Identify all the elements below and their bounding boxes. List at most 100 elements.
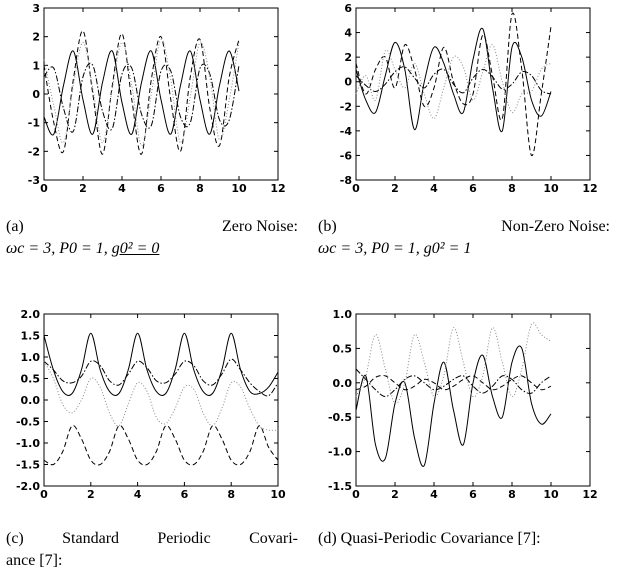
- plot-frame: [43, 313, 279, 487]
- y-tick-label: 0: [344, 76, 352, 89]
- x-tick-label: 4: [430, 488, 438, 501]
- chart-panel-c: 0 2 4 6 8 10 2.0 1.5 1.0 0.5 0.0 -0.5 -1.0 -1.5 -2.0: [0, 306, 300, 506]
- caption-d-line1: (d) Quasi-Periodic Covariance [7]:: [318, 530, 541, 547]
- series-line-dotted: [43, 38, 240, 147]
- caption-b-label: (b): [318, 218, 337, 235]
- chart-panel-b: 0 2 4 6 8 10 12 6 4 2 0 -2 -4 -6 -8: [312, 0, 612, 200]
- y-tick-label: -2: [340, 100, 352, 113]
- y-tick-label: 4: [344, 27, 352, 40]
- caption-c-word: Periodic: [157, 530, 211, 547]
- series-line-solid: [355, 27, 552, 133]
- caption-c-line2: ance [7]:: [6, 552, 63, 569]
- series-line-solid: [43, 332, 279, 396]
- y-tick-label: 6: [344, 2, 352, 15]
- chart-c-svg: 0 2 4 6 8 10 2.0 1.5 1.0 0.5 0.0 -0.5 -1.0 -1.5 -2.0: [16, 308, 286, 501]
- y-tick-label: 1: [32, 59, 40, 72]
- x-tick-label: 6: [181, 488, 189, 501]
- x-tick-label: 4: [118, 182, 126, 195]
- series-line-solid: [43, 50, 240, 136]
- y-tick-label: -1.5: [328, 480, 352, 493]
- x-tick-label: 4: [430, 182, 438, 195]
- x-tick-label: 0: [40, 182, 48, 195]
- series-line-dotted: [355, 322, 552, 405]
- series-line-dashed: [355, 374, 552, 391]
- y-tick-label: -1.0: [328, 446, 352, 459]
- series-line-dashed: [355, 12, 552, 156]
- series-line-solid: [355, 345, 552, 467]
- y-tick-label: -2: [28, 145, 40, 158]
- y-tick-label: 2.0: [21, 308, 41, 321]
- caption-b: (b) Non-Zero Noise: ωc = 3, P0 = 1, g0² …: [318, 216, 610, 260]
- x-tick-label: 8: [508, 488, 516, 501]
- y-tick-label: -1.0: [16, 437, 40, 450]
- x-tick-label: 8: [227, 488, 235, 501]
- x-tick-label: 2: [79, 182, 87, 195]
- x-tick-label: 10: [270, 488, 286, 501]
- caption-b-head: Non-Zero Noise:: [501, 218, 610, 235]
- y-tick-label: 3: [32, 2, 40, 15]
- y-tick-label: -0.5: [16, 416, 40, 429]
- x-tick-label: 10: [543, 182, 559, 195]
- x-tick-label: 0: [40, 488, 48, 501]
- chart-b-svg: 0 2 4 6 8 10 12 6 4 2 0 -2 -4 -6 -8: [340, 2, 598, 195]
- y-tick-label: -0.5: [328, 411, 352, 424]
- caption-c-word: Standard: [62, 530, 120, 547]
- y-tick-label: -8: [340, 174, 352, 187]
- x-tick-label: 4: [134, 488, 142, 501]
- chart-panel-a: 0 2 4 6 8 10 12 3 2 1 0 -1 -2 -3: [0, 0, 300, 200]
- caption-b-math: ωc = 3, P0 = 1, g0² = 1: [318, 240, 472, 257]
- x-tick-label: 12: [582, 182, 597, 195]
- caption-a: (a) Zero Noise: ωc = 3, P0 = 1, g0² = 0: [6, 216, 298, 260]
- x-tick-label: 6: [469, 488, 477, 501]
- series-line-dashed: [43, 424, 279, 466]
- y-tick-label: 0.5: [333, 342, 353, 355]
- caption-a-label: (a): [6, 218, 24, 235]
- plot-frame: [355, 313, 591, 487]
- x-tick-label: 12: [270, 182, 285, 195]
- series-line-dashdot: [355, 368, 552, 398]
- x-tick-label: 6: [469, 182, 477, 195]
- y-tick-label: 1.0: [21, 351, 41, 364]
- series-line-dashed: [43, 30, 240, 155]
- y-tick-label: -3: [28, 174, 40, 187]
- caption-a-math: ωc = 3, P0 = 1,: [6, 240, 112, 257]
- y-tick-label: 0: [32, 88, 40, 101]
- caption-c: (c) Standard Periodic Covari- ance [7]:: [6, 528, 298, 572]
- x-tick-label: 8: [196, 182, 204, 195]
- y-tick-label: 1.5: [21, 330, 41, 343]
- chart-d-svg: 0 2 4 6 8 10 12 1.0 0.5 0.0 -0.5 -1.0 -1.5: [328, 308, 598, 501]
- x-tick-label: 10: [543, 488, 559, 501]
- x-tick-label: 0: [352, 488, 360, 501]
- y-tick-label: -6: [340, 149, 353, 162]
- x-tick-label: 2: [391, 488, 399, 501]
- caption-a-math-underlined: g0² = 0: [111, 240, 160, 257]
- caption-d: (d) Quasi-Periodic Covariance [7]:: [318, 528, 618, 550]
- y-tick-label: 0.0: [21, 394, 41, 407]
- caption-c-word: (c): [6, 530, 24, 547]
- y-tick-label: -2.0: [16, 480, 40, 493]
- caption-a-head: Zero Noise:: [222, 218, 298, 235]
- x-tick-label: 10: [231, 182, 247, 195]
- y-tick-label: -1: [28, 117, 40, 130]
- x-tick-label: 12: [582, 488, 597, 501]
- series-line-dashdot: [43, 62, 240, 133]
- y-tick-label: -1.5: [16, 459, 40, 472]
- x-tick-label: 2: [391, 182, 399, 195]
- caption-c-word: Covari-: [249, 530, 298, 547]
- chart-panel-d: 0 2 4 6 8 10 12 1.0 0.5 0.0 -0.5 -1.0 -1.5: [312, 306, 612, 506]
- series-line-dashdot: [43, 358, 279, 397]
- y-tick-label: 0.5: [21, 373, 41, 386]
- x-tick-label: 2: [87, 488, 95, 501]
- y-tick-label: 2: [344, 51, 352, 64]
- plot-frame: [43, 7, 279, 181]
- x-tick-label: 0: [352, 182, 360, 195]
- x-tick-label: 8: [508, 182, 516, 195]
- x-tick-label: 6: [157, 182, 165, 195]
- y-tick-label: 0.0: [333, 377, 353, 390]
- series-line-dotted: [355, 44, 552, 120]
- y-tick-label: -4: [340, 125, 353, 138]
- series-line-dashdot: [355, 66, 552, 95]
- y-tick-label: 1.0: [333, 308, 353, 321]
- series-line-dotted: [43, 361, 279, 431]
